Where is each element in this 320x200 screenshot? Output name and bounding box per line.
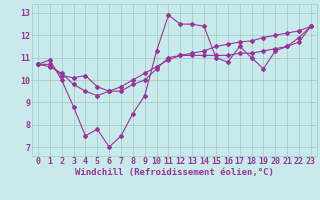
X-axis label: Windchill (Refroidissement éolien,°C): Windchill (Refroidissement éolien,°C) <box>75 168 274 177</box>
